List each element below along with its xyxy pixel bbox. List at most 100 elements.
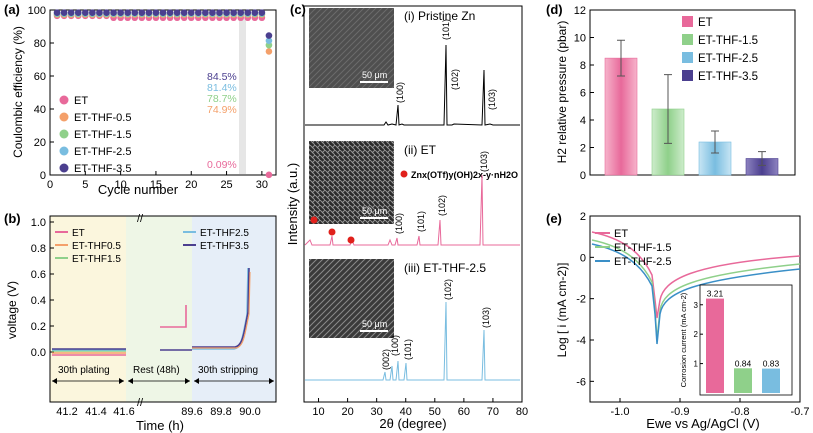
d-bar-et bbox=[604, 57, 638, 176]
axis-break-top: // bbox=[137, 213, 144, 225]
region-arrows bbox=[52, 378, 274, 384]
trace-et-thf0-5-stripping bbox=[192, 271, 251, 349]
d-legend-et-thf-2-5: ET-THF-2.5 bbox=[698, 53, 758, 65]
b-xtick-89-8: 89.8 bbox=[210, 406, 231, 418]
panel-b-ylabel: voltage (V) bbox=[5, 281, 19, 339]
e-xtick-label: -1.0 bbox=[611, 406, 630, 418]
axis-break-bottom: // bbox=[137, 397, 144, 409]
legend-et-thf-1-5: ET-THF-1.5 bbox=[74, 129, 131, 141]
panel-e-xlabel: Ewe vs Ag/AgCl (V) bbox=[646, 416, 759, 431]
panel-d-ylabel: H2 relative pressure (pbar) bbox=[555, 21, 569, 164]
e-xtick-label: -0.7 bbox=[791, 406, 810, 418]
a-point-et-thf-3-5 bbox=[180, 9, 188, 16]
panel-d-bars bbox=[604, 39, 779, 176]
legend-marker-et-thf-2-5 bbox=[59, 146, 69, 156]
a-point-et-thf-3-5 bbox=[159, 9, 167, 16]
a-xtick-label: 15 bbox=[150, 179, 162, 191]
e-legend-et-thf-1-5: ET-THF-1.5 bbox=[614, 242, 671, 254]
xrd-pattern-et-thf-2-5 bbox=[305, 301, 520, 381]
b-xtick-41-4: 41.4 bbox=[85, 406, 106, 418]
b-ytick-label: 1.0 bbox=[31, 217, 46, 229]
panel-b-xlabel: Time (h) bbox=[136, 418, 184, 433]
b-ytick-label: 0.2 bbox=[31, 321, 46, 333]
b-xtick-41-6: 41.6 bbox=[113, 406, 134, 418]
e-ytick-label: -4 bbox=[576, 335, 586, 347]
a-point-et-thf-3-5 bbox=[195, 9, 202, 16]
c-xtick-label: 10 bbox=[312, 406, 324, 418]
a-point-et-thf-3-5 bbox=[145, 9, 153, 16]
a-final-point-et bbox=[265, 171, 273, 179]
sem-image-et-thf-2-5: 50 μm bbox=[309, 259, 394, 338]
c-xtick-label: 70 bbox=[487, 406, 499, 418]
inset-bars: 3.21 0.84 0.83 bbox=[706, 289, 780, 393]
c-xtick-label: 50 bbox=[429, 406, 441, 418]
impurity-marker-legend bbox=[400, 170, 408, 178]
peak-i-100: (100) bbox=[395, 82, 405, 103]
b-legend-et-thf0-5: ET-THF0.5 bbox=[72, 241, 121, 252]
sem-image-et: 50 μm bbox=[309, 141, 394, 224]
e-ytick-label: -6 bbox=[576, 376, 586, 388]
a-xtick-label: 25 bbox=[220, 179, 232, 191]
peak-iii-101: (101) bbox=[403, 339, 413, 360]
b-legend-et: ET bbox=[72, 228, 85, 239]
annotation-74-9: 74.9% bbox=[207, 104, 237, 116]
d-legend-et-thf-1-5: ET-THF-1.5 bbox=[698, 35, 758, 47]
a-xtick-label: 20 bbox=[185, 179, 197, 191]
a-point-et-thf-3-5 bbox=[82, 9, 89, 16]
c-xtick-label: 60 bbox=[458, 406, 470, 418]
b-ytick-label: 0.8 bbox=[31, 243, 46, 255]
inset-bar bbox=[734, 368, 752, 393]
region-stripping-label: 30th stripping bbox=[198, 365, 258, 376]
e-xtick-label: -0.8 bbox=[731, 406, 750, 418]
peak-iii-002: (002) bbox=[381, 349, 391, 370]
peak-i-101: (101) bbox=[441, 19, 451, 40]
inset-bar-label: 0.83 bbox=[763, 359, 780, 369]
inset-bar bbox=[706, 298, 724, 393]
d-ytick-label: 8 bbox=[580, 60, 586, 72]
a-xtick-label: 30 bbox=[256, 179, 268, 191]
d-legend-et-thf-3-5: ET-THF-3.5 bbox=[698, 71, 758, 83]
a-point-et-thf-3-5 bbox=[138, 9, 146, 16]
a-xtick-label: 10 bbox=[115, 179, 127, 191]
panel-e-y-ticks: -6 -4 -2 0 2 bbox=[576, 211, 594, 388]
annotation-78-7: 78.7% bbox=[207, 93, 237, 105]
panel-a-y-ticks: 0 20 40 60 80 100 bbox=[28, 5, 54, 182]
legend-marker-et bbox=[59, 95, 69, 105]
c-xtick-label: 20 bbox=[341, 406, 353, 418]
b-legend-et-thf2-5: ET-THF2.5 bbox=[200, 228, 249, 239]
c-xtick-label: 80 bbox=[516, 406, 528, 418]
a-point-et-thf-3-5 bbox=[152, 9, 160, 16]
a-xtick-label: 5 bbox=[82, 179, 88, 191]
panel-c-xrd: (c) 10 20 30 40 50 60 70 80 2θ (degree) Intensi… bbox=[285, 2, 528, 431]
trace-et-thf3-5-stripping bbox=[192, 267, 250, 348]
e-ytick-label: 2 bbox=[580, 211, 586, 223]
a-point-et-thf-3-5 bbox=[67, 9, 75, 16]
xrd-pattern-pristine-zn bbox=[305, 44, 520, 126]
annotation-84-5: 84.5% bbox=[207, 71, 237, 83]
panel-e-inset: 1 2 3 3.21 0.84 0.83 Corrosion current (mA c… bbox=[679, 284, 793, 396]
tafel-et-thf-1-5 bbox=[591, 239, 801, 341]
a-point-et-thf-3-5 bbox=[216, 9, 223, 16]
b-xtick-89-6: 89.6 bbox=[181, 406, 202, 418]
tafel-et-thf-2-5 bbox=[591, 243, 801, 345]
e-ytick-label: -2 bbox=[576, 294, 586, 306]
a-final-point-et-thf-0-5 bbox=[265, 48, 273, 55]
legend-marker-et-thf-3-5 bbox=[59, 163, 69, 173]
a-point-et-thf-3-5 bbox=[117, 9, 124, 16]
region-plating-label: 30th plating bbox=[58, 365, 110, 376]
d-ytick-label: 0 bbox=[580, 170, 586, 182]
panel-d-y-ticks: 0 2 4 6 8 10 12 bbox=[574, 5, 594, 182]
panel-b-traces bbox=[52, 267, 251, 356]
c-xtick-label: 40 bbox=[400, 406, 412, 418]
panel-e-frame bbox=[589, 215, 801, 403]
panel-b-label: (b) bbox=[4, 211, 21, 226]
panel-e-label: (e) bbox=[546, 211, 562, 226]
peak-iii-103: (103) bbox=[481, 307, 491, 328]
peak-iii-100: (100) bbox=[390, 335, 400, 356]
trace-et-stripping bbox=[160, 305, 187, 328]
b-legend-et-thf3-5: ET-THF3.5 bbox=[200, 241, 249, 252]
a-point-et-thf-3-5 bbox=[89, 9, 96, 16]
b-legend-et-thf1-5: ET-THF1.5 bbox=[72, 254, 121, 265]
panel-b-frame bbox=[49, 215, 277, 403]
